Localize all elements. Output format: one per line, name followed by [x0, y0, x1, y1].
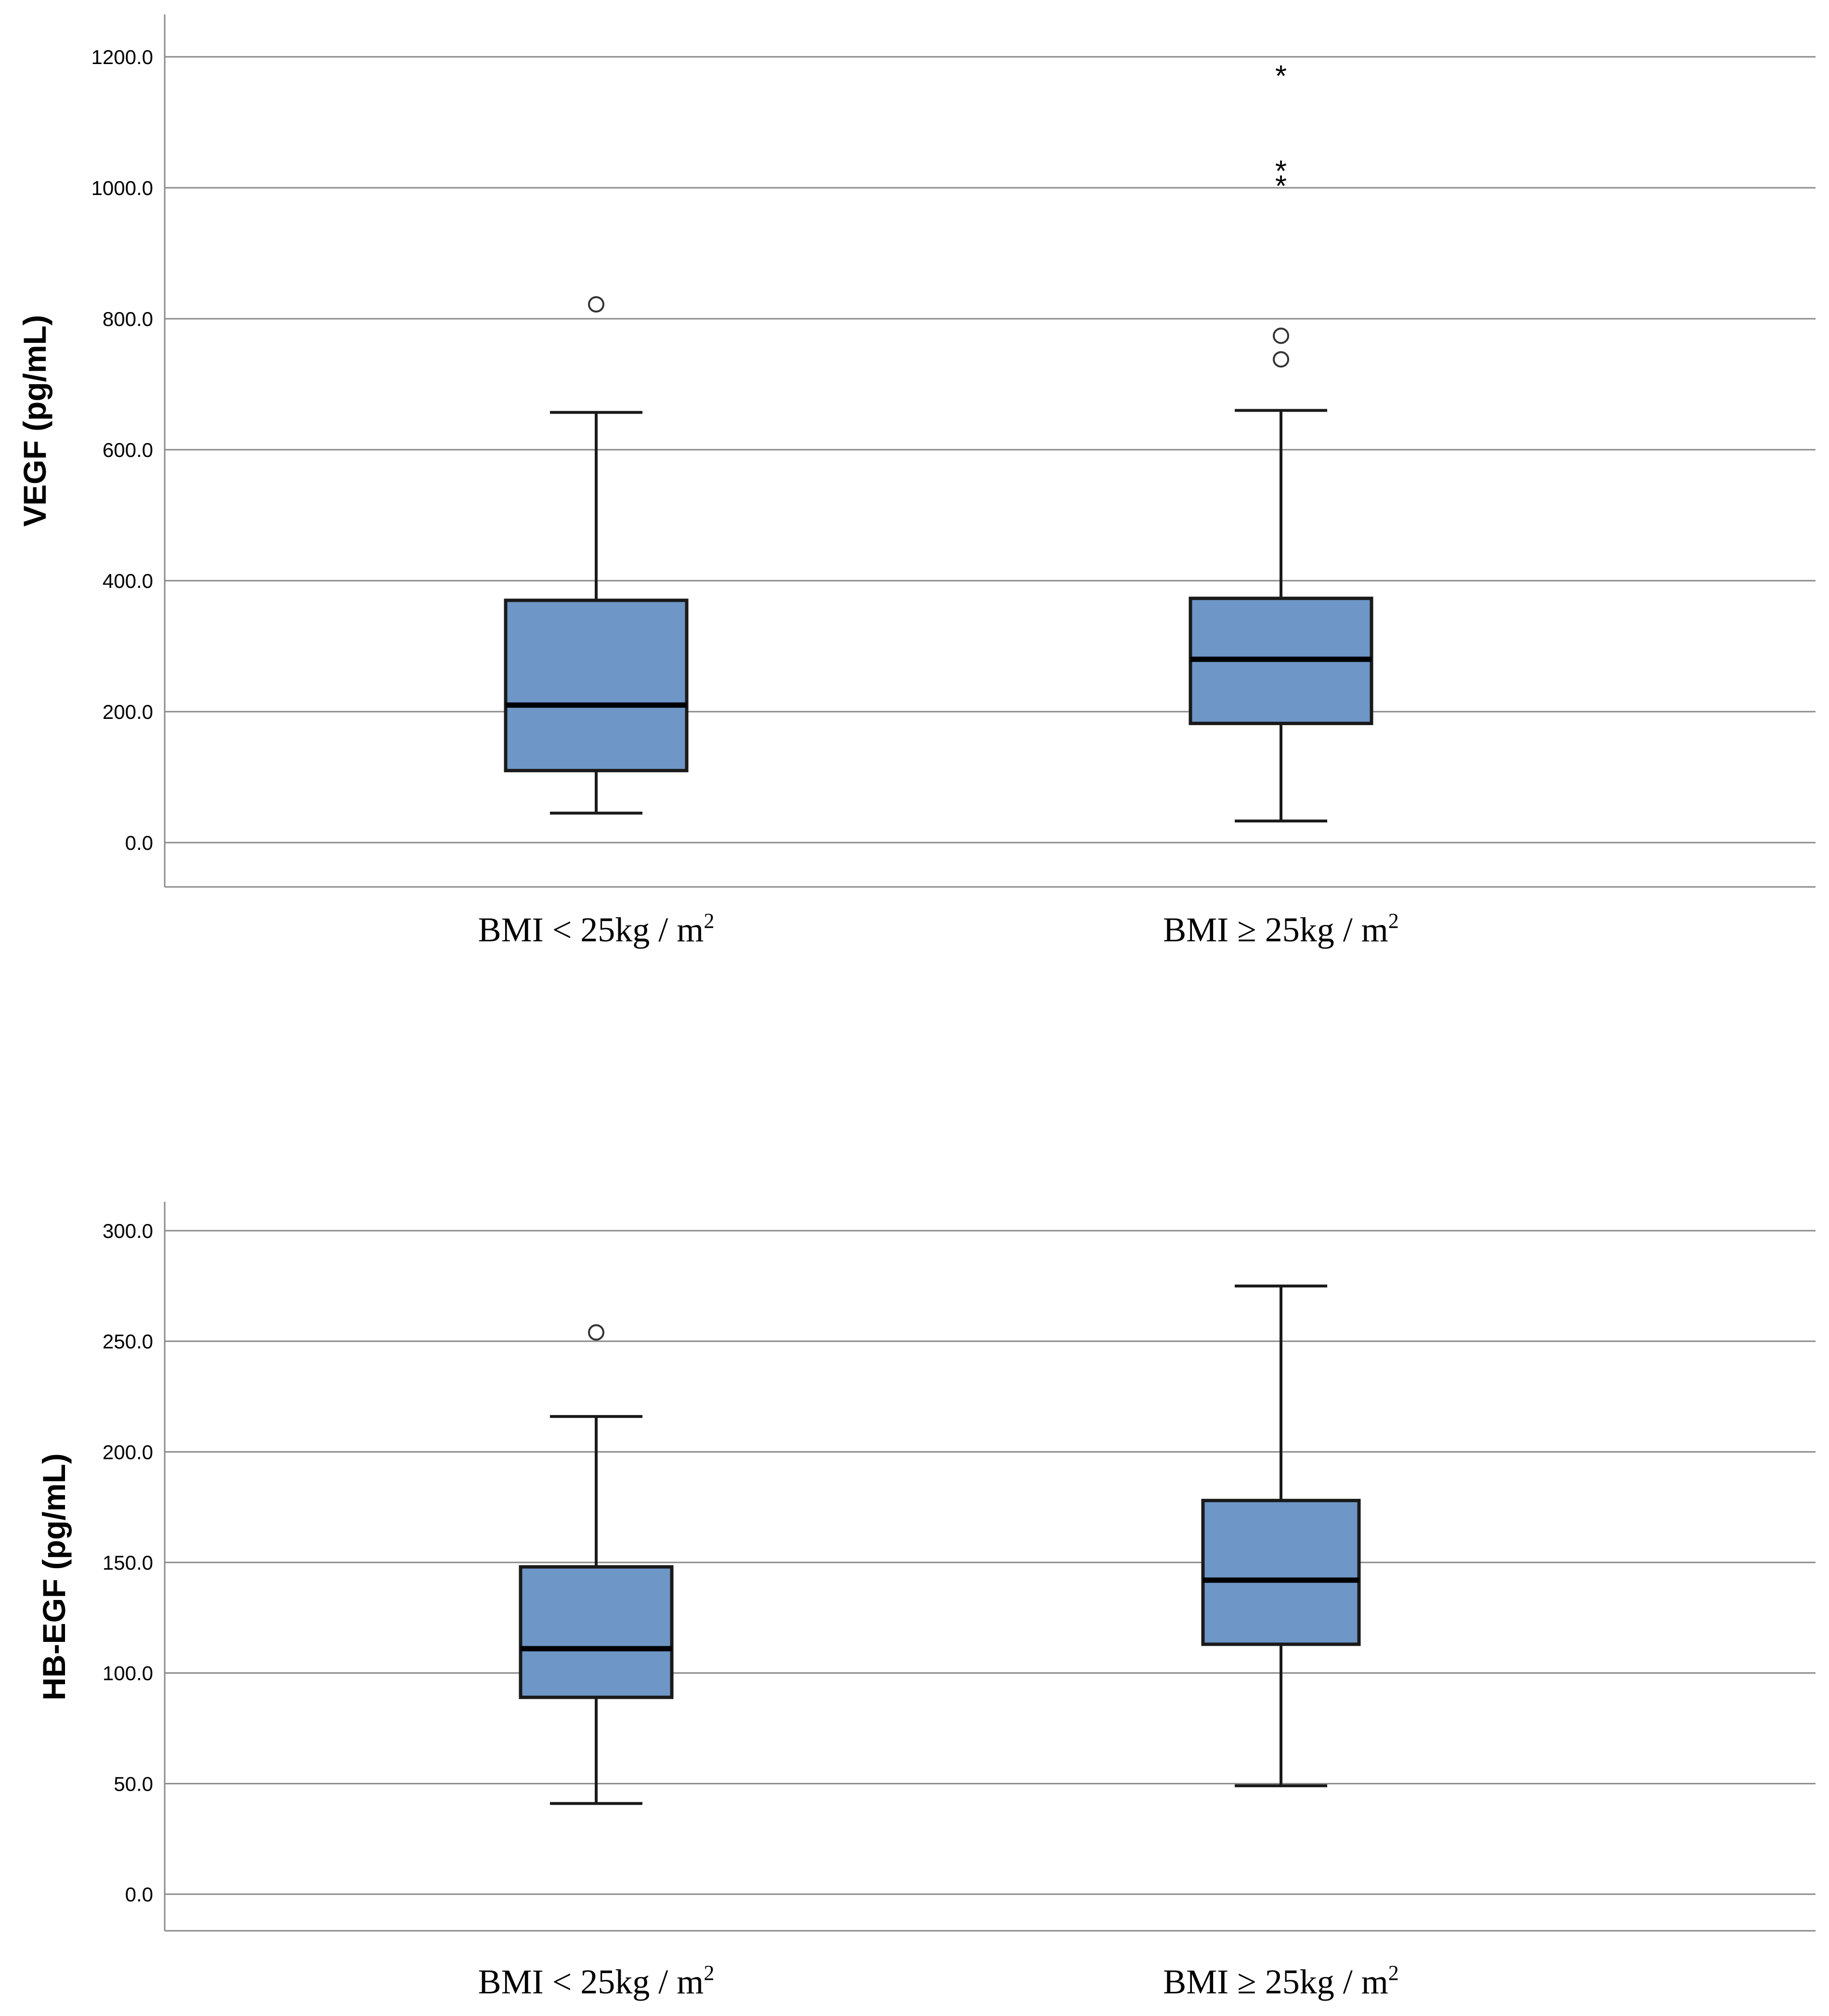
outlier-point: [1273, 351, 1289, 368]
extreme-outlier-point: *: [1275, 170, 1287, 203]
chart-panel-2: 0.0 50.0 100.0 150.0 200.0 250.0 300.0 HB-EGF (…: [36, 1202, 1816, 2001]
y-axis-title: VEGF (pg/mL): [17, 315, 52, 527]
x-category-label-superscript: 2: [1388, 1961, 1399, 1985]
x-category-label-text: BMI ≥ 25kg / m: [1163, 1963, 1388, 2001]
y-tick-label: 100.0: [103, 1662, 153, 1685]
box-1: [519, 1324, 674, 1805]
x-category-label: BMI ≥ 25kg / m2: [1163, 1961, 1399, 2001]
y-tick-label: 0.0: [125, 832, 153, 854]
box-iqr: [1201, 1498, 1361, 1646]
y-tick-label: 200.0: [103, 1441, 153, 1463]
y-tick-label: 1000.0: [91, 177, 153, 199]
y-tick-label: 600.0: [103, 439, 153, 461]
chart-panel-1: 0.0 200.0 400.0 600.0 800.0 1000.0 1200.0 VEGF …: [17, 14, 1816, 949]
box-2: ***: [1189, 60, 1373, 823]
y-tick-label: 300.0: [103, 1220, 153, 1242]
outlier-point: [1273, 327, 1289, 344]
x-category-label-superscript: 2: [704, 909, 714, 933]
y-tick-label: 1200.0: [91, 46, 153, 68]
y-axis-title: HB-EGF (pg/mL): [36, 1453, 72, 1700]
x-category-label-text: BMI < 25kg / m: [478, 1963, 704, 2001]
y-tick-label: 800.0: [103, 308, 153, 330]
x-category-label: BMI ≥ 25kg / m2: [1163, 909, 1399, 949]
y-tick-label: 0.0: [125, 1883, 153, 1906]
x-category-label: BMI < 25kg / m2: [478, 909, 715, 949]
x-category-label-text: BMI < 25kg / m: [478, 910, 704, 949]
x-category-label-text: BMI ≥ 25kg / m: [1163, 910, 1388, 949]
box-1: [504, 296, 689, 815]
x-category-label-superscript: 2: [1388, 909, 1399, 933]
box-iqr: [519, 1565, 674, 1699]
box-iqr: [504, 598, 689, 772]
extreme-outlier-point: *: [1275, 155, 1287, 188]
y-tick-label: 200.0: [103, 701, 153, 723]
y-tick-label: 400.0: [103, 570, 153, 592]
extreme-outlier-point: *: [1275, 60, 1287, 93]
y-tick-label: 250.0: [103, 1330, 153, 1353]
box-2: [1201, 1284, 1361, 1787]
y-tick-label: 50.0: [114, 1772, 153, 1795]
x-category-label: BMI < 25kg / m2: [478, 1961, 715, 2001]
y-tick-label: 150.0: [103, 1551, 153, 1574]
outlier-point: [588, 1324, 604, 1341]
outlier-point: [588, 296, 604, 313]
x-category-label-superscript: 2: [704, 1961, 714, 1985]
